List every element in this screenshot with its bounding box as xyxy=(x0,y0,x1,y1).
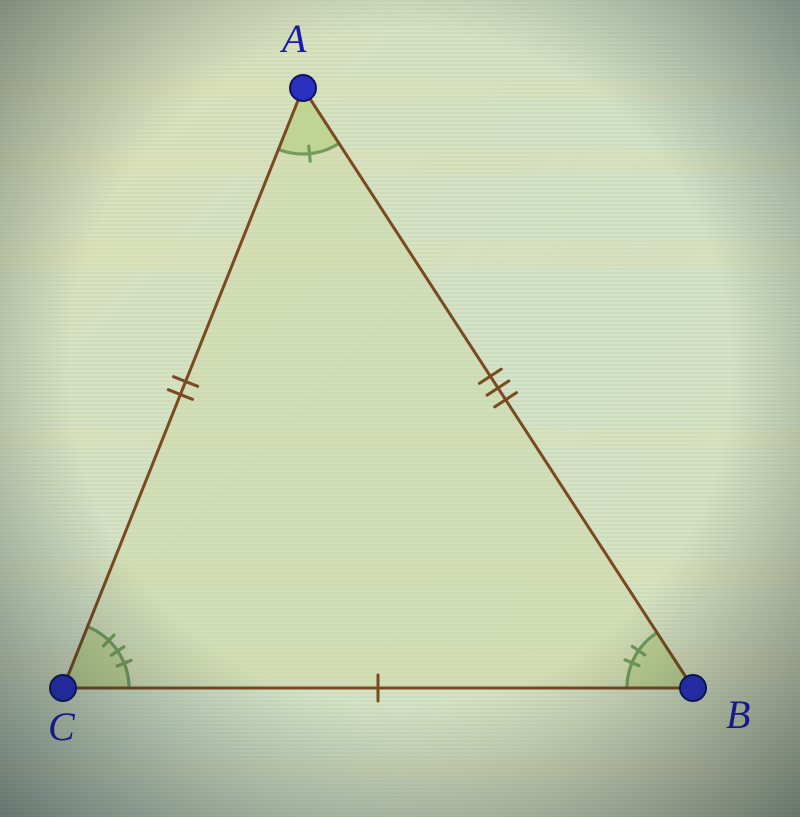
vertex-b-label: B xyxy=(726,692,750,737)
vertex-c-dot xyxy=(50,675,76,701)
vertex-b-dot xyxy=(680,675,706,701)
lcd-streak xyxy=(0,150,800,174)
lcd-streak xyxy=(0,760,800,778)
vertex-c-label: C xyxy=(48,704,76,749)
lcd-streak xyxy=(0,80,800,98)
geometry-figure: A B C xyxy=(0,0,800,817)
vertex-a-label: A xyxy=(279,16,307,61)
vertex-a-dot xyxy=(290,75,316,101)
